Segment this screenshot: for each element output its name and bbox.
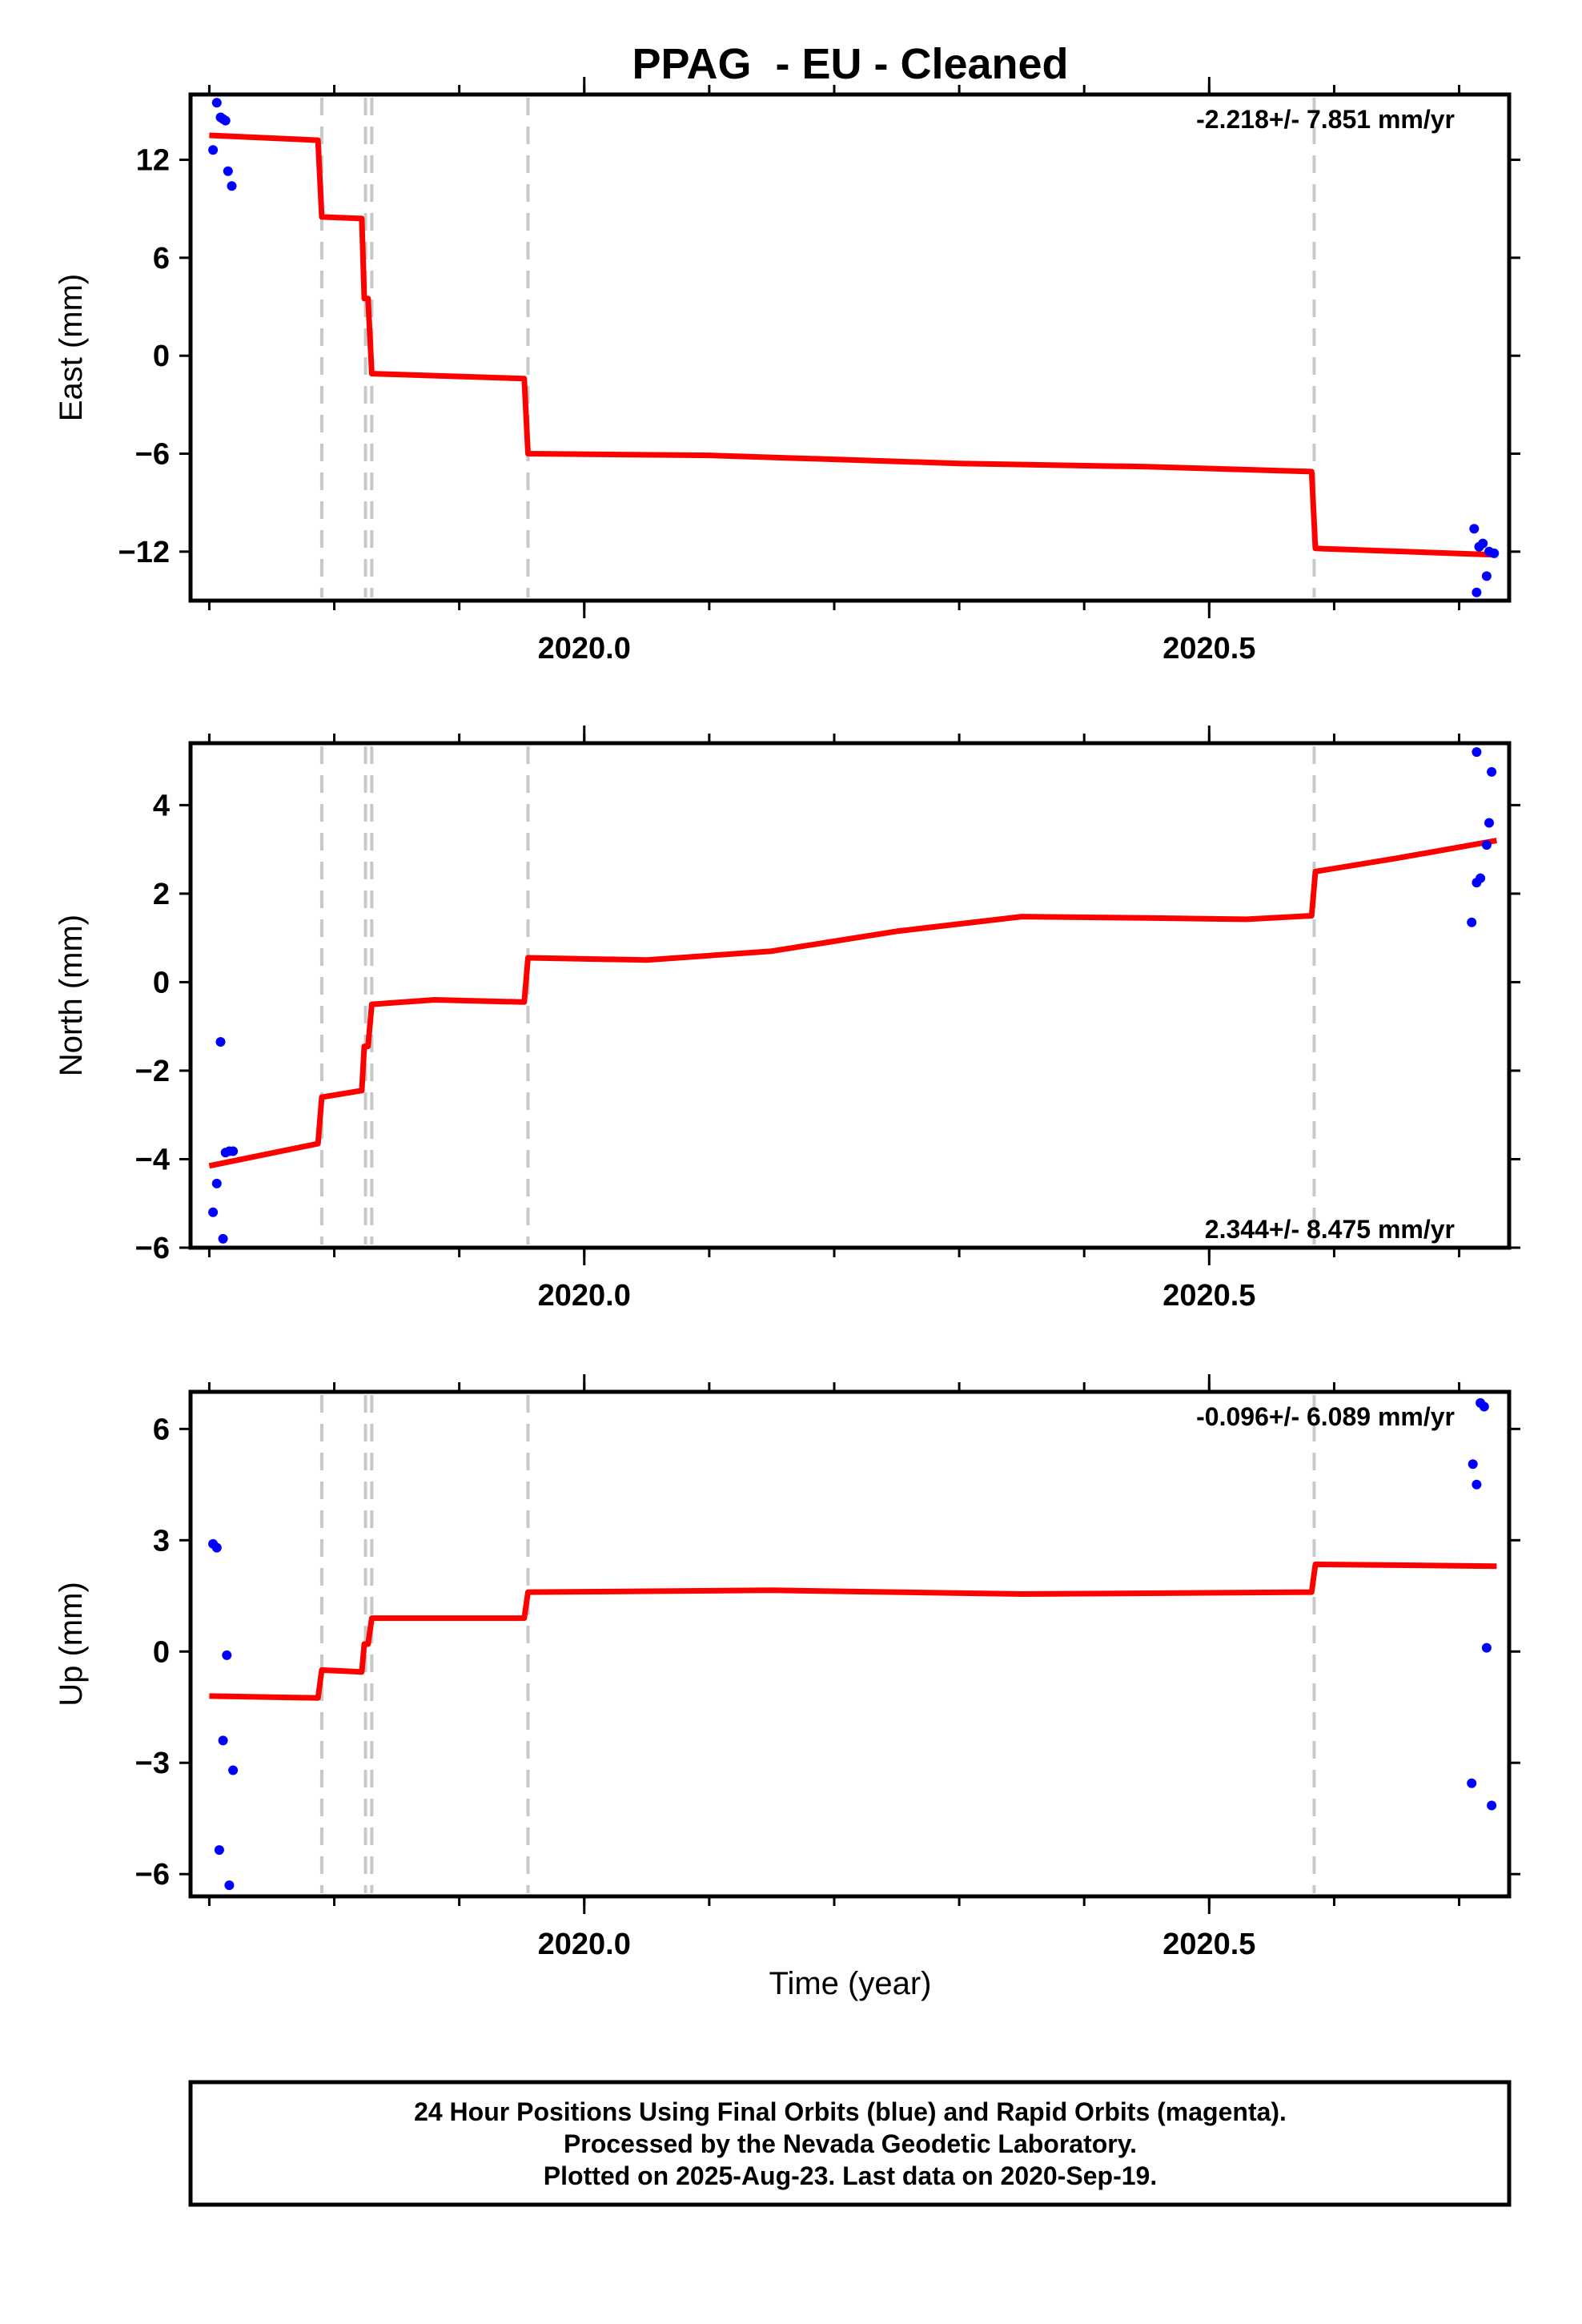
model-line [208, 838, 1498, 1169]
velocity-label: 2.344+/- 8.475 mm/yr [1205, 1215, 1455, 1244]
panel-2: −6 −4 −2 0 2 4 2020.0 2020.5 North (mm) 2.344+/- … [54, 726, 1520, 1313]
data-point [1478, 538, 1488, 549]
model-line [209, 1561, 1497, 1701]
y-tick-label: −12 [118, 536, 170, 569]
y-tick-label: 12 [136, 144, 170, 178]
data-point [1472, 747, 1482, 758]
model-line [209, 132, 1497, 558]
data-point [1469, 524, 1480, 534]
data-point [1481, 1642, 1492, 1653]
data-point [215, 1037, 226, 1047]
y-tick-label: 0 [153, 1635, 170, 1669]
data-point [1484, 818, 1494, 828]
x-axis-label: Time (year) [769, 1966, 932, 2001]
data-point [218, 1233, 228, 1244]
y-axis-label: East (mm) [54, 274, 89, 421]
data-point [228, 1765, 239, 1775]
data-point [1487, 766, 1497, 777]
data-point [208, 145, 219, 155]
plot-frame [188, 741, 1512, 1250]
x-tick-label: 2020.0 [538, 1928, 631, 1961]
data-point [228, 1146, 239, 1156]
y-tick-label: 0 [153, 966, 170, 999]
velocity-label: -0.096+/- 6.089 mm/yr [1196, 1402, 1455, 1431]
data-point [1472, 1479, 1482, 1490]
footer-line-1: 24 Hour Positions Using Final Orbits (bl… [414, 2097, 1287, 2126]
data-point [1487, 1800, 1497, 1811]
x-tick-label: 2020.5 [1162, 1928, 1255, 1961]
y-tick-label: 4 [153, 789, 170, 822]
data-point [227, 181, 237, 191]
y-tick-label: −6 [135, 438, 170, 472]
panels: −12 −6 0 6 12 2020.0 2020.5 East (mm) -2.218+/- … [54, 77, 1520, 1961]
y-axis-label: North (mm) [54, 915, 89, 1076]
data-point [222, 1650, 232, 1660]
data-point [1489, 548, 1500, 558]
data-point [208, 1207, 219, 1217]
data-point [211, 1178, 222, 1188]
data-point [224, 1880, 235, 1891]
y-tick-label: −6 [135, 1232, 170, 1265]
y-tick-label: −2 [135, 1055, 170, 1088]
plot-frame [188, 92, 1512, 603]
x-tick-label: 2020.5 [1162, 632, 1255, 665]
y-tick-label: 3 [153, 1524, 170, 1558]
footer-box: 24 Hour Positions Using Final Orbits (bl… [188, 2080, 1512, 2207]
data-point [1468, 1459, 1478, 1470]
data-point [220, 115, 231, 126]
data-point [1481, 840, 1492, 850]
data-point [1472, 587, 1482, 597]
y-tick-label: −6 [135, 1858, 170, 1892]
data-point [214, 1845, 224, 1856]
data-point [1479, 1401, 1489, 1412]
y-tick-label: 6 [153, 242, 170, 275]
footer-line-2: Processed by the Nevada Geodetic Laborat… [564, 2129, 1137, 2158]
data-point [218, 1735, 228, 1746]
data-point [1467, 1778, 1477, 1788]
y-tick-label: −4 [135, 1143, 170, 1176]
data-point [1467, 917, 1477, 927]
data-point [223, 166, 233, 176]
plot-frame [188, 1389, 1512, 1899]
x-tick-label: 2020.0 [538, 1279, 631, 1313]
x-tick-label: 2020.5 [1162, 1279, 1255, 1313]
chart-title: PPAG - EU - Cleaned [632, 40, 1068, 88]
velocity-label: -2.218+/- 7.851 mm/yr [1196, 105, 1455, 134]
y-tick-label: 0 [153, 340, 170, 373]
data-point [211, 1542, 222, 1553]
x-tick-label: 2020.0 [538, 632, 631, 665]
data-point [1481, 571, 1492, 581]
panel-3: −6 −3 0 3 6 2020.0 2020.5 Up (mm) -0.096+/- 6.08… [54, 1374, 1520, 1961]
y-tick-label: −3 [135, 1747, 170, 1780]
data-point [211, 98, 222, 108]
footer-line-3: Plotted on 2025-Aug-23. Last data on 202… [544, 2161, 1157, 2190]
y-axis-label: Up (mm) [54, 1582, 89, 1707]
y-tick-label: 2 [153, 878, 170, 911]
y-tick-label: 6 [153, 1413, 170, 1446]
panel-1: −12 −6 0 6 12 2020.0 2020.5 East (mm) -2.218+/- … [54, 77, 1520, 665]
data-point [1472, 878, 1482, 888]
